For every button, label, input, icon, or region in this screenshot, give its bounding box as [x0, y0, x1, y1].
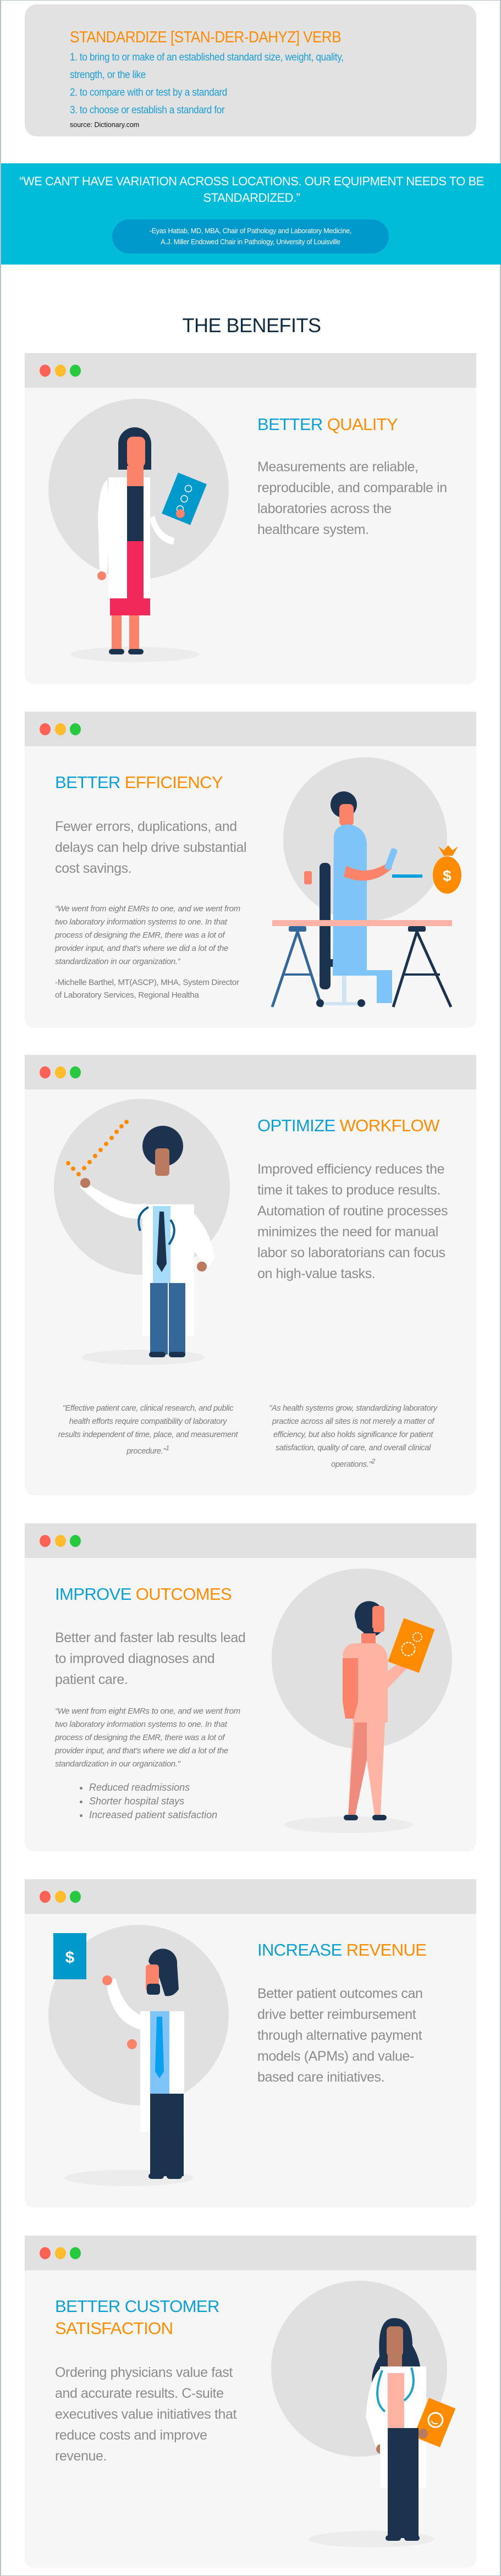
title-blue: BETTER — [55, 773, 120, 792]
card-title: OPTIMIZE WORKFLOW — [257, 1115, 439, 1137]
window-titlebar — [25, 712, 476, 746]
window-titlebar — [25, 353, 476, 388]
svg-text:$: $ — [65, 1948, 75, 1967]
card-quote: “We went from eight EMRs to one, and we … — [55, 1707, 240, 1769]
green-dot-icon — [70, 365, 81, 377]
yellow-dot-icon — [55, 723, 66, 735]
title-blue: OPTIMIZE — [257, 1116, 335, 1135]
yellow-dot-icon — [55, 1891, 66, 1903]
attribution-line: A.J. Miller Endowed Chair in Pathology, … — [161, 238, 340, 246]
card-body: Better and faster lab results lead to im… — [55, 1630, 246, 1687]
window-titlebar — [25, 1055, 476, 1089]
red-dot-icon — [40, 1891, 51, 1903]
definition-line: 2. to compare with or test by a standard — [70, 87, 227, 98]
woman-doctor-illustration — [48, 399, 229, 662]
card-title: BETTER EFFICIENCY — [55, 772, 223, 794]
banner-quote: “WE CAN'T HAVE VARIATION ACROSS LOCATION… — [19, 174, 484, 205]
list-item: Increased patient satisfaction — [89, 1808, 217, 1822]
green-dot-icon — [70, 1535, 81, 1547]
yellow-dot-icon — [55, 1535, 66, 1547]
quote-text: "As health systems grow, standardizing l… — [269, 1404, 437, 1469]
list-item: Reduced readmissions — [89, 1781, 217, 1795]
benefit-card-efficiency: $ BETTER EFFICIENCY Fewer errors, duplic… — [25, 712, 476, 1028]
doctor-dollar-illustration: $ — [48, 1925, 229, 2186]
lab-worker-illustration: $ — [271, 757, 461, 1008]
card-body: Improved efficiency reduces the time it … — [257, 1162, 448, 1281]
definition-title: STANDARDIZE [STAN-DER-DAHYZ] VERB — [70, 29, 342, 46]
title-orange: QUALITY — [327, 415, 398, 434]
card-quote-attribution: -Michelle Barthel, MT(ASCP), MHA, System… — [55, 978, 239, 1000]
title-orange: EFFICIENCY — [124, 773, 223, 792]
benefits-heading: THE BENEFITS — [182, 314, 321, 337]
side-quote-left: "Effective patient care, clinical resear… — [57, 1402, 239, 1458]
list-item: Shorter hospital stays — [89, 1795, 217, 1808]
definition-box: STANDARDIZE [STAN-DER-DAHYZ] VERB 1. to … — [25, 4, 476, 136]
green-dot-icon — [70, 1066, 81, 1078]
benefit-card-satisfaction: BETTER CUSTOMER SATISFACTION Ordering phy… — [25, 2236, 476, 2568]
title-blue: INCREASE — [257, 1940, 342, 1959]
window-titlebar — [25, 2236, 476, 2270]
footnote-ref: 1 — [166, 1444, 169, 1452]
woman-doctor-smiley-illustration — [271, 2281, 456, 2547]
card-body: Ordering physicians value fast and accur… — [55, 2365, 237, 2464]
window-titlebar — [25, 1879, 476, 1914]
svg-text:$: $ — [443, 867, 452, 884]
red-dot-icon — [40, 1066, 51, 1078]
red-dot-icon — [40, 365, 51, 377]
title-orange: REVENUE — [346, 1940, 427, 1959]
yellow-dot-icon — [55, 2247, 66, 2259]
green-dot-icon — [70, 2247, 81, 2259]
benefit-card-quality: BETTER QUALITY Measurements are reliable… — [25, 353, 476, 684]
red-dot-icon — [40, 2247, 51, 2259]
card-title: BETTER QUALITY — [257, 414, 398, 436]
definition-line: strength, or the like — [70, 69, 146, 81]
card-body: Better patient outcomes can drive better… — [257, 1986, 423, 2085]
card-title: IMPROVE OUTCOMES — [55, 1583, 232, 1605]
green-dot-icon — [70, 1891, 81, 1903]
benefit-card-revenue: $ INCREASE REVENUE Better patient outcom… — [25, 1879, 476, 2208]
quote-banner: “WE CAN'T HAVE VARIATION ACROSS LOCATION… — [1, 163, 501, 265]
nurse-illustration — [272, 1568, 452, 1833]
definition-source: source: Dictionary.com — [70, 121, 140, 129]
title-orange: OUTCOMES — [135, 1584, 232, 1604]
benefit-card-outcomes: IMPROVE OUTCOMES Better and faster lab r… — [25, 1523, 476, 1851]
side-quote-right: "As health systems grow, standardizing l… — [262, 1402, 444, 1471]
attribution-pill: -Eyas Hattab, MD, MBA, Chair of Patholog… — [112, 219, 389, 254]
card-body: Fewer errors, duplications, and delays c… — [55, 819, 247, 876]
definition-line: 1. to bring to or make of an established… — [70, 52, 344, 63]
card-body: Measurements are reliable, reproducible,… — [257, 459, 447, 537]
footnote-ref: 2 — [371, 1457, 375, 1465]
title-blue: BETTER CUSTOMER — [55, 2297, 219, 2316]
window-titlebar — [25, 1523, 476, 1558]
definition-line: 3. to choose or establish a standard for — [70, 104, 225, 116]
card-quote: “We went from eight EMRs to one, and we … — [55, 904, 240, 966]
doctor-checkmark-illustration — [54, 1099, 230, 1365]
red-dot-icon — [40, 723, 51, 735]
quote-text: "Effective patient care, clinical resear… — [58, 1404, 238, 1456]
title-orange: WORKFLOW — [339, 1116, 440, 1135]
card-title: INCREASE REVENUE — [257, 1939, 427, 1961]
yellow-dot-icon — [55, 1066, 66, 1078]
green-dot-icon — [70, 723, 81, 735]
outcomes-list: Reduced readmissions Shorter hospital st… — [77, 1781, 217, 1822]
title-blue: IMPROVE — [55, 1584, 131, 1604]
attribution-line: -Eyas Hattab, MD, MBA, Chair of Patholog… — [149, 227, 352, 235]
dollar-card-icon — [53, 1933, 86, 1979]
yellow-dot-icon — [55, 365, 66, 377]
title-blue: BETTER — [257, 415, 323, 434]
benefit-card-workflow: OPTIMIZE WORKFLOW Improved efficiency re… — [25, 1055, 476, 1495]
dotted-checkmark-icon — [66, 1120, 129, 1176]
red-dot-icon — [40, 1535, 51, 1547]
title-orange: SATISFACTION — [55, 2319, 173, 2338]
card-title: BETTER CUSTOMER SATISFACTION — [55, 2296, 219, 2340]
